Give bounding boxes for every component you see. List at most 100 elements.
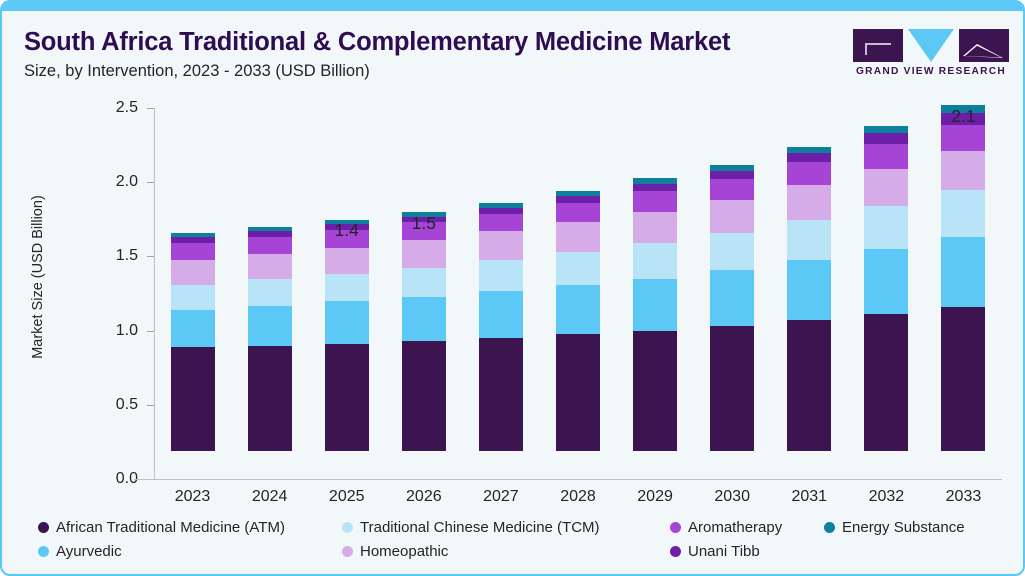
bar-segment[interactable] <box>478 290 523 339</box>
bar-segment[interactable] <box>787 152 832 162</box>
bar-segment[interactable] <box>324 223 369 230</box>
bar-segment[interactable] <box>401 341 446 451</box>
bar-group[interactable]: 2023 <box>170 91 215 505</box>
bar-group[interactable]: 2030 <box>710 91 755 505</box>
legend-item-label: Ayurvedic <box>56 543 122 560</box>
bar-segment[interactable] <box>247 231 292 238</box>
bar-segment[interactable] <box>710 200 755 233</box>
bar-segment[interactable] <box>324 344 369 451</box>
bar-segment[interactable] <box>864 133 909 144</box>
bar-segment[interactable] <box>864 206 909 250</box>
bar-segment[interactable] <box>247 345 292 451</box>
legend-item[interactable]: Energy Substance <box>824 519 965 536</box>
bar-segment[interactable] <box>556 284 600 334</box>
bar-segment[interactable] <box>247 253 292 279</box>
bar-group[interactable]: 2.1 2033 <box>941 91 986 505</box>
bar-segment[interactable] <box>170 243 215 260</box>
bar-segment[interactable] <box>710 164 755 171</box>
bar-group[interactable]: 2032 <box>864 91 909 505</box>
legend-item[interactable]: Unani Tibb <box>670 543 760 560</box>
bar-segment[interactable] <box>941 105 986 113</box>
bar-segment[interactable] <box>941 112 986 125</box>
bar-segment[interactable] <box>556 222 600 253</box>
bar-segment[interactable] <box>478 203 523 208</box>
bar-segment[interactable] <box>941 124 986 152</box>
bar-segment[interactable] <box>247 226 292 232</box>
bar-segment[interactable] <box>864 126 909 134</box>
bar-group[interactable]: 2029 <box>633 91 678 505</box>
bar-segment[interactable] <box>556 195 600 204</box>
bar-segment[interactable] <box>787 146 832 153</box>
bar-segment[interactable] <box>864 143 909 170</box>
bar-group[interactable]: 2028 <box>556 91 600 505</box>
bar-segment[interactable] <box>941 189 986 238</box>
bar-segment[interactable] <box>633 191 678 213</box>
bar-segment[interactable] <box>787 185 832 220</box>
legend-item[interactable]: African Traditional Medicine (ATM) <box>38 519 285 536</box>
bar-segment[interactable] <box>787 219 832 260</box>
bar-segment[interactable] <box>401 296 446 342</box>
bar-segment[interactable] <box>710 232 755 270</box>
legend-item[interactable]: Homeopathic <box>342 543 448 560</box>
bar-segment[interactable] <box>401 268 446 297</box>
bar-segment[interactable] <box>787 320 832 451</box>
bar-group[interactable]: 2031 <box>787 91 832 505</box>
bar-segment[interactable] <box>170 232 215 238</box>
bar-segment[interactable] <box>941 307 986 451</box>
legend-item-label: Homeopathic <box>360 543 449 560</box>
bar-segment[interactable] <box>324 301 369 345</box>
bar-segment[interactable] <box>633 243 678 279</box>
bar-segment[interactable] <box>633 330 678 451</box>
bar-segment[interactable] <box>710 326 755 451</box>
bar-segment[interactable] <box>478 231 523 260</box>
bar-segment[interactable] <box>864 169 909 207</box>
bar-segment[interactable] <box>787 259 832 321</box>
bar-segment[interactable] <box>324 274 369 302</box>
bar-group[interactable]: 1.5 2026 <box>401 91 446 505</box>
bar-segment[interactable] <box>401 216 446 223</box>
legend-color-swatch-icon <box>38 546 49 557</box>
bar-segment[interactable] <box>170 310 215 348</box>
bar-group[interactable]: 1.4 2025 <box>324 91 369 505</box>
bar-group[interactable]: 2027 <box>478 91 523 505</box>
bar-segment[interactable] <box>556 191 600 196</box>
legend-color-swatch-icon <box>342 546 353 557</box>
bar-segment[interactable] <box>324 219 369 224</box>
bar-segment[interactable] <box>710 269 755 327</box>
bar-segment[interactable] <box>324 247 369 275</box>
bar-segment[interactable] <box>633 212 678 244</box>
bar-segment[interactable] <box>633 177 678 184</box>
bar-segment[interactable] <box>170 259 215 285</box>
bar-segment[interactable] <box>710 179 755 201</box>
bar-segment[interactable] <box>247 305 292 346</box>
bar-stack <box>556 191 600 451</box>
bar-segment[interactable] <box>864 314 909 451</box>
bar-segment[interactable] <box>864 249 909 315</box>
bar-segment[interactable] <box>787 161 832 186</box>
legend-item[interactable]: Ayurvedic <box>38 543 122 560</box>
bar-segment[interactable] <box>941 237 986 308</box>
bar-segment[interactable] <box>324 229 369 248</box>
bar-segment[interactable] <box>247 278 292 306</box>
bar-segment[interactable] <box>170 237 215 244</box>
bar-segment[interactable] <box>633 183 678 192</box>
legend-item[interactable]: Aromatherapy <box>670 519 782 536</box>
bar-segment[interactable] <box>478 259 523 291</box>
bar-segment[interactable] <box>941 151 986 190</box>
bar-segment[interactable] <box>556 203 600 223</box>
bar-group[interactable]: 2024 <box>247 91 292 505</box>
bar-segment[interactable] <box>556 252 600 285</box>
bar-segment[interactable] <box>247 237 292 254</box>
bar-segment[interactable] <box>170 347 215 451</box>
bar-segment[interactable] <box>401 240 446 269</box>
bar-segment[interactable] <box>556 333 600 451</box>
bar-segment[interactable] <box>170 284 215 311</box>
bar-segment[interactable] <box>710 170 755 180</box>
bar-segment[interactable] <box>478 207 523 214</box>
bar-segment[interactable] <box>478 213 523 232</box>
legend-item[interactable]: Traditional Chinese Medicine (TCM) <box>342 519 600 536</box>
bar-segment[interactable] <box>401 222 446 241</box>
bar-segment[interactable] <box>478 338 523 451</box>
bar-segment[interactable] <box>633 278 678 331</box>
bar-segment[interactable] <box>401 212 446 217</box>
